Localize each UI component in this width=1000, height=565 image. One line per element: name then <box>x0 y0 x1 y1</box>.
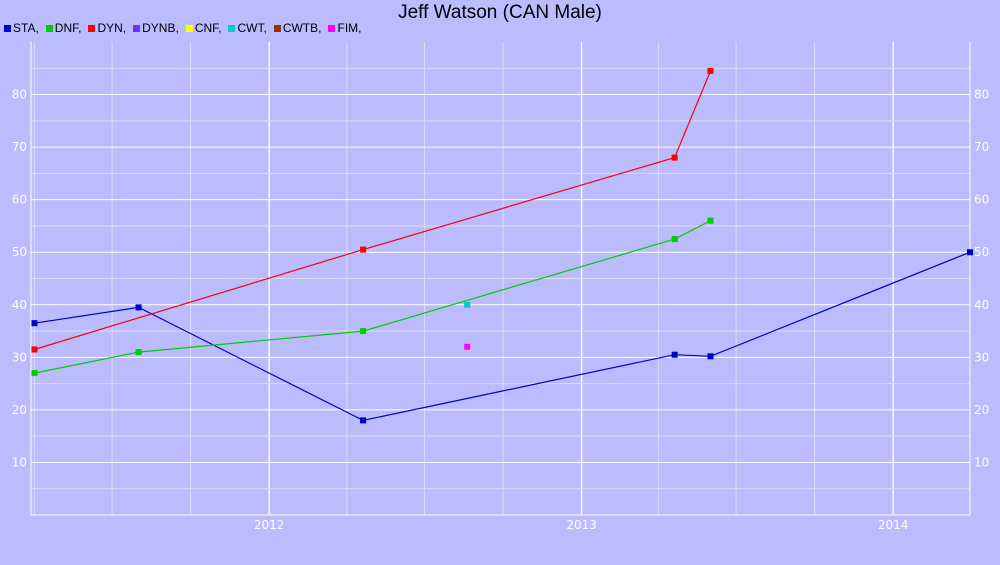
data-point-sta <box>135 304 142 311</box>
legend-swatch <box>185 24 193 32</box>
y-tick-label-left: 20 <box>12 403 27 417</box>
legend-label: DYN, <box>97 21 127 35</box>
legend-item: CNF, <box>185 21 222 35</box>
legend-item: STA, <box>4 21 39 35</box>
y-tick-label-right: 50 <box>974 245 989 259</box>
x-tick-label: 2014 <box>878 518 909 532</box>
y-tick-label-right: 10 <box>974 455 989 469</box>
legend-swatch <box>133 24 141 32</box>
y-tick-label-left: 80 <box>12 88 27 102</box>
y-tick-label-right: 70 <box>974 140 989 154</box>
data-point-sta <box>360 417 367 424</box>
legend-label: DNF, <box>54 21 82 35</box>
data-point-sta <box>967 249 973 256</box>
y-tick-label-left: 30 <box>12 350 27 364</box>
series-line-sta <box>34 251 971 422</box>
legend-swatch <box>328 24 336 32</box>
data-point-sta <box>671 351 678 358</box>
legend-item: DNF, <box>45 21 82 35</box>
data-point-cwt <box>464 301 471 308</box>
data-point-dnf <box>360 328 367 335</box>
legend-swatch <box>273 24 281 32</box>
x-tick-label: 2013 <box>566 518 597 532</box>
legend-label: DYNB, <box>142 21 179 35</box>
y-tick-label-left: 50 <box>12 245 27 259</box>
x-tick-label: 2012 <box>254 518 285 532</box>
data-point-sta <box>707 353 714 360</box>
data-point-dnf <box>31 370 38 377</box>
legend-swatch <box>4 24 11 32</box>
series-line-dyn <box>34 70 712 351</box>
legend-item: DYN, <box>88 21 126 35</box>
chart-title: Jeff Watson (CAN Male) <box>398 2 602 23</box>
y-tick-label-right: 60 <box>974 193 989 207</box>
y-tick-label-left: 10 <box>12 455 27 469</box>
y-tick-label-left: 70 <box>12 140 27 154</box>
legend-label: CWTB, <box>282 21 322 35</box>
y-tick-label-left: 40 <box>12 298 27 312</box>
legend-item: CWT, <box>228 21 267 35</box>
data-point-dyn <box>360 246 367 253</box>
legend-item: FIM, <box>328 21 361 35</box>
data-point-dyn <box>31 346 38 353</box>
data-point-dnf <box>671 236 678 243</box>
y-tick-label-right: 80 <box>974 88 989 102</box>
data-point-dnf <box>135 349 142 356</box>
legend-swatch <box>88 24 96 32</box>
y-tick-label-right: 40 <box>974 298 989 312</box>
legend-label: STA, <box>13 21 39 35</box>
data-point-dnf <box>707 217 714 224</box>
data-point-dyn <box>707 67 714 74</box>
legend-label: CWT, <box>237 21 267 35</box>
legend-swatch <box>228 24 236 32</box>
data-point-sta <box>31 320 38 327</box>
data-point-fim <box>464 343 471 350</box>
legend-label: FIM, <box>337 21 362 35</box>
chart-legend: STA, DNF, DYN, DYNB, CNF, CWT, CWTB, FIM, <box>4 21 361 35</box>
data-point-dyn <box>671 154 678 161</box>
legend-swatch <box>45 24 53 32</box>
legend-item: CWTB, <box>273 21 322 35</box>
legend-item: DYNB, <box>133 21 179 35</box>
y-tick-label-right: 30 <box>974 350 989 364</box>
y-tick-label-left: 60 <box>12 193 27 207</box>
y-tick-label-right: 20 <box>974 403 989 417</box>
legend-label: CNF, <box>194 21 222 35</box>
